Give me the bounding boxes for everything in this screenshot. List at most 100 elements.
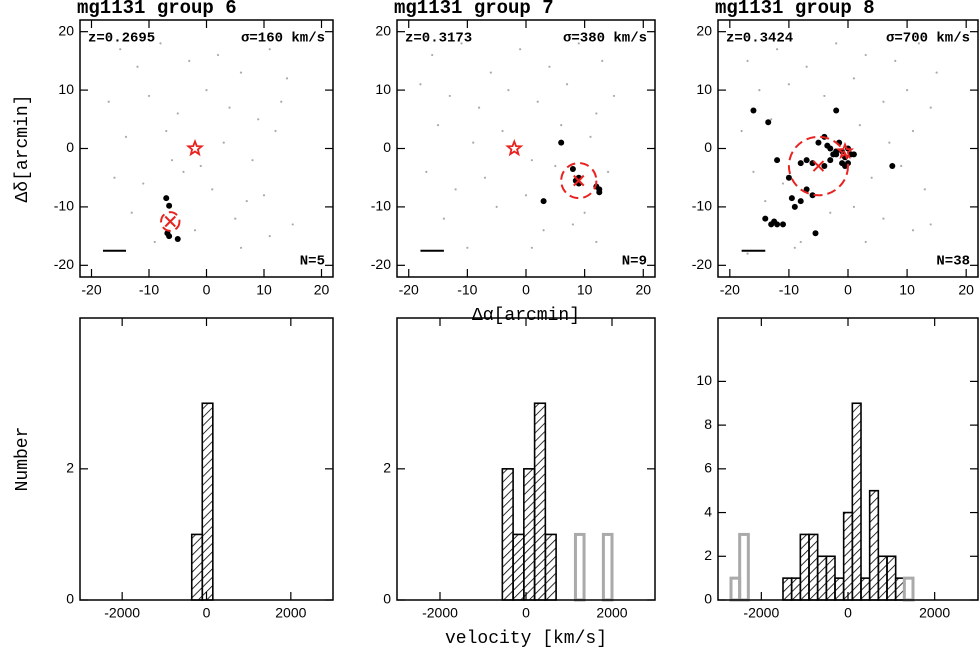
- member-bin: [544, 533, 557, 601]
- background-galaxy: [542, 229, 545, 232]
- x-tick-label: -2000: [104, 605, 140, 621]
- background-galaxy: [454, 188, 457, 191]
- background-galaxy: [929, 223, 932, 226]
- count-label: N=9: [622, 254, 647, 270]
- background-galaxy: [530, 246, 533, 249]
- nonmember-bin: [573, 532, 586, 602]
- background-galaxy: [923, 188, 926, 191]
- background-galaxy: [864, 240, 867, 244]
- background-galaxy: [882, 217, 885, 220]
- center-cross: [164, 215, 176, 228]
- x-tick-label: 0: [522, 605, 530, 621]
- member-galaxy: [833, 151, 840, 158]
- background-galaxy: [577, 42, 580, 45]
- x-tick-label: -20: [720, 282, 740, 298]
- member-bin: [886, 555, 897, 601]
- background-galaxy: [787, 83, 791, 86]
- background-galaxy: [554, 164, 557, 168]
- background-galaxy: [501, 129, 504, 133]
- member-galaxy: [809, 192, 816, 199]
- x-tick-label: 10: [577, 282, 593, 298]
- y-tick-label: 10: [375, 81, 391, 97]
- y-tick-label: 8: [704, 416, 712, 432]
- background-galaxy: [752, 170, 755, 173]
- y-tick-label: -10: [371, 198, 391, 214]
- y-tick-label: 6: [704, 460, 712, 476]
- background-galaxy: [472, 141, 475, 144]
- background-galaxy: [448, 94, 451, 98]
- background-galaxy: [107, 100, 110, 103]
- member-galaxy: [765, 119, 772, 126]
- background-galaxy: [205, 88, 208, 92]
- background-galaxy: [489, 71, 492, 74]
- background-galaxy: [758, 88, 761, 92]
- background-galaxy: [560, 124, 563, 127]
- background-galaxy: [746, 59, 749, 62]
- member-galaxy: [845, 160, 851, 167]
- background-galaxy: [764, 199, 767, 203]
- y-tick-label: 0: [704, 139, 712, 155]
- background-galaxy: [781, 182, 785, 185]
- background-galaxy: [589, 135, 592, 138]
- member-bin: [190, 533, 204, 601]
- background-galaxy: [507, 88, 510, 92]
- x-axis-label: velocity [km/s]: [445, 629, 607, 649]
- y-tick-label: 0: [66, 591, 74, 607]
- x-tick-label: 2000: [919, 605, 950, 621]
- background-galaxy: [239, 246, 243, 249]
- member-galaxy: [797, 198, 804, 205]
- background-galaxy: [900, 164, 903, 168]
- x-tick-label: 10: [899, 282, 915, 298]
- redshift-label: z=0.2695: [88, 31, 155, 47]
- y-tick-label: -20: [54, 256, 74, 272]
- background-galaxy: [419, 83, 422, 86]
- background-galaxy: [251, 159, 254, 162]
- x-tick-label: -2000: [743, 605, 779, 621]
- x-tick-label: -10: [457, 282, 477, 298]
- background-galaxy: [188, 59, 191, 62]
- member-bin: [808, 533, 819, 601]
- background-galaxy: [770, 118, 773, 121]
- background-galaxy: [466, 246, 469, 249]
- x-tick-label: 2000: [275, 605, 306, 621]
- x-tick-label: -2000: [422, 605, 458, 621]
- center-cross: [573, 174, 585, 187]
- background-galaxy: [858, 124, 861, 127]
- member-galaxy: [788, 195, 795, 202]
- background-galaxy: [483, 176, 487, 179]
- background-galaxy: [548, 65, 551, 68]
- dispersion-label: σ=380 km/s: [563, 31, 647, 47]
- y-axis-label: Δδ[arcmin]: [13, 94, 33, 202]
- y-tick-label: -20: [371, 256, 391, 272]
- bcg-star: [185, 139, 205, 157]
- background-galaxy: [268, 235, 271, 238]
- background-galaxy: [740, 129, 743, 133]
- member-galaxy: [791, 203, 798, 210]
- nonmember-bin: [601, 532, 614, 602]
- background-galaxy: [274, 129, 277, 133]
- plot-frame: [396, 19, 656, 278]
- background-galaxy: [870, 176, 873, 179]
- x-tick-label: 10: [256, 282, 272, 298]
- background-galaxy: [257, 118, 260, 121]
- member-galaxy: [163, 195, 170, 202]
- background-galaxy: [280, 100, 283, 103]
- background-galaxy: [917, 42, 921, 45]
- member-galaxy: [596, 189, 603, 196]
- background-galaxy: [193, 229, 197, 232]
- member-bin: [825, 555, 836, 601]
- member-bin: [512, 533, 525, 601]
- member-bin: [816, 555, 828, 601]
- x-tick-label: 20: [635, 282, 651, 298]
- center-cross: [812, 160, 825, 172]
- background-galaxy: [929, 106, 932, 109]
- member-bin: [523, 468, 536, 601]
- count-label: N=5: [300, 254, 325, 270]
- background-galaxy: [431, 53, 434, 57]
- background-galaxy: [234, 217, 237, 220]
- background-galaxy: [124, 135, 128, 138]
- member-galaxy: [750, 107, 757, 114]
- background-galaxy: [583, 211, 586, 214]
- y-tick-label: -10: [54, 198, 74, 214]
